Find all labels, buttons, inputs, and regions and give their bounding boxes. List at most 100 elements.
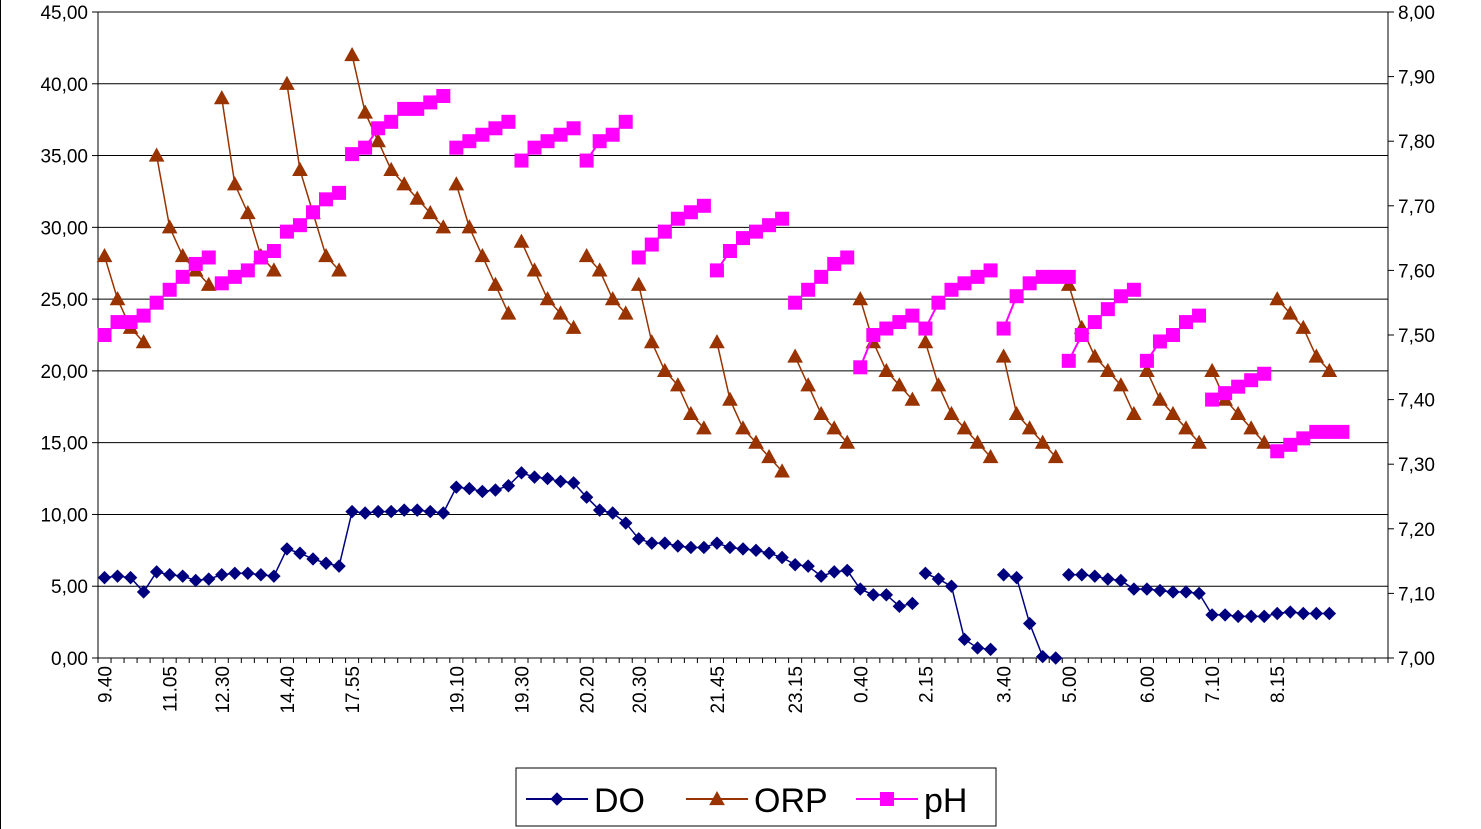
data-point-orp (422, 204, 439, 220)
data-point-ph (775, 211, 790, 226)
data-point-do (1140, 582, 1154, 596)
data-point-orp (135, 334, 152, 349)
data-point-do (918, 566, 933, 581)
data-point-ph (514, 153, 529, 168)
data-point-ph (1244, 373, 1259, 388)
data-point-do (540, 471, 555, 486)
data-point-orp (604, 291, 621, 306)
data-point-ph (657, 224, 672, 239)
x-tick-label: 7.10 (1203, 666, 1224, 703)
data-point-do (1009, 570, 1024, 585)
data-point-ph (722, 244, 737, 259)
data-point-orp (930, 377, 947, 392)
data-point-do (423, 504, 437, 519)
y-right-tick-label: 7,40 (1398, 391, 1435, 412)
data-point-orp (669, 377, 686, 392)
data-point-do (970, 641, 985, 655)
data-point-ph (1113, 289, 1128, 304)
data-point-orp (266, 262, 282, 277)
y-left-tick-label: 35,00 (40, 147, 88, 168)
data-point-orp (800, 377, 817, 392)
data-point-ph (1283, 437, 1298, 452)
data-point-orp (683, 405, 699, 421)
data-point-ph (1335, 424, 1350, 439)
data-point-do (749, 543, 763, 558)
data-point-do (1075, 568, 1089, 582)
data-point-do (488, 483, 503, 497)
data-point-orp (1034, 434, 1051, 449)
data-point-ph (253, 250, 268, 265)
data-point-do (1153, 583, 1167, 598)
data-point-do (736, 542, 750, 556)
data-point-do (189, 573, 203, 588)
data-point-ph (527, 140, 542, 155)
y-right-tick-label: 7,50 (1398, 326, 1435, 347)
data-point-do (215, 568, 229, 582)
data-point-do (462, 481, 477, 496)
data-point-orp (630, 276, 647, 291)
data-point-ph (214, 276, 229, 291)
x-tick-label: 14.40 (278, 666, 299, 714)
data-point-orp (1047, 448, 1064, 464)
data-point-orp (1308, 348, 1325, 363)
data-point-do (632, 532, 646, 546)
series-line-orp (286, 83, 340, 271)
data-point-ph (1270, 444, 1285, 459)
data-point-ph (97, 328, 112, 342)
data-point-do (579, 490, 594, 504)
data-point-orp (487, 276, 504, 291)
data-point-orp (1243, 420, 1260, 435)
data-point-orp (1295, 319, 1312, 334)
data-point-do (1062, 568, 1076, 582)
data-point-ph (1152, 334, 1167, 349)
data-point-do (97, 570, 112, 585)
data-point-do (449, 480, 464, 494)
data-point-orp (148, 147, 165, 162)
data-point-do (319, 556, 333, 570)
data-point-do (619, 516, 633, 530)
data-point-orp (279, 75, 295, 90)
data-point-ph (696, 198, 711, 213)
data-point-ph (123, 315, 138, 330)
data-point-ph (931, 295, 946, 310)
data-point-orp (774, 463, 790, 478)
data-point-ph (892, 315, 907, 330)
data-point-orp (1113, 377, 1129, 392)
data-point-orp (109, 291, 126, 306)
x-tick-label: 19.30 (512, 666, 533, 714)
data-point-do (436, 506, 451, 520)
data-point-orp (643, 334, 660, 349)
x-tick-label: 6.00 (1138, 666, 1159, 703)
data-point-ph (1139, 353, 1154, 368)
data-point-ph (749, 224, 764, 239)
data-point-do (814, 569, 828, 583)
data-point-orp (370, 133, 387, 148)
data-point-orp (878, 362, 895, 377)
data-point-orp (344, 47, 360, 62)
data-point-ph (670, 211, 685, 226)
data-point-ph (488, 121, 503, 136)
data-point-orp (1256, 434, 1273, 449)
data-point-ph (905, 308, 920, 323)
data-point-orp (578, 248, 595, 263)
data-point-orp (331, 262, 347, 277)
data-point-do (1127, 582, 1141, 596)
data-point-do (241, 566, 255, 581)
data-point-do (684, 540, 698, 555)
series-line-orp (638, 284, 705, 429)
x-tick-label: 23.15 (786, 666, 807, 714)
data-point-do (1257, 609, 1271, 624)
data-point-do (957, 632, 972, 647)
data-point-orp (1204, 362, 1220, 377)
data-point-ph (1179, 315, 1194, 330)
data-point-ph (371, 121, 386, 136)
data-point-orp (1282, 305, 1299, 320)
data-point-orp (318, 248, 334, 263)
data-point-do (1322, 606, 1337, 621)
x-tick-label: 11.05 (161, 666, 182, 712)
data-point-do (228, 566, 242, 581)
data-point-orp (461, 219, 478, 234)
data-point-ph (188, 256, 203, 271)
